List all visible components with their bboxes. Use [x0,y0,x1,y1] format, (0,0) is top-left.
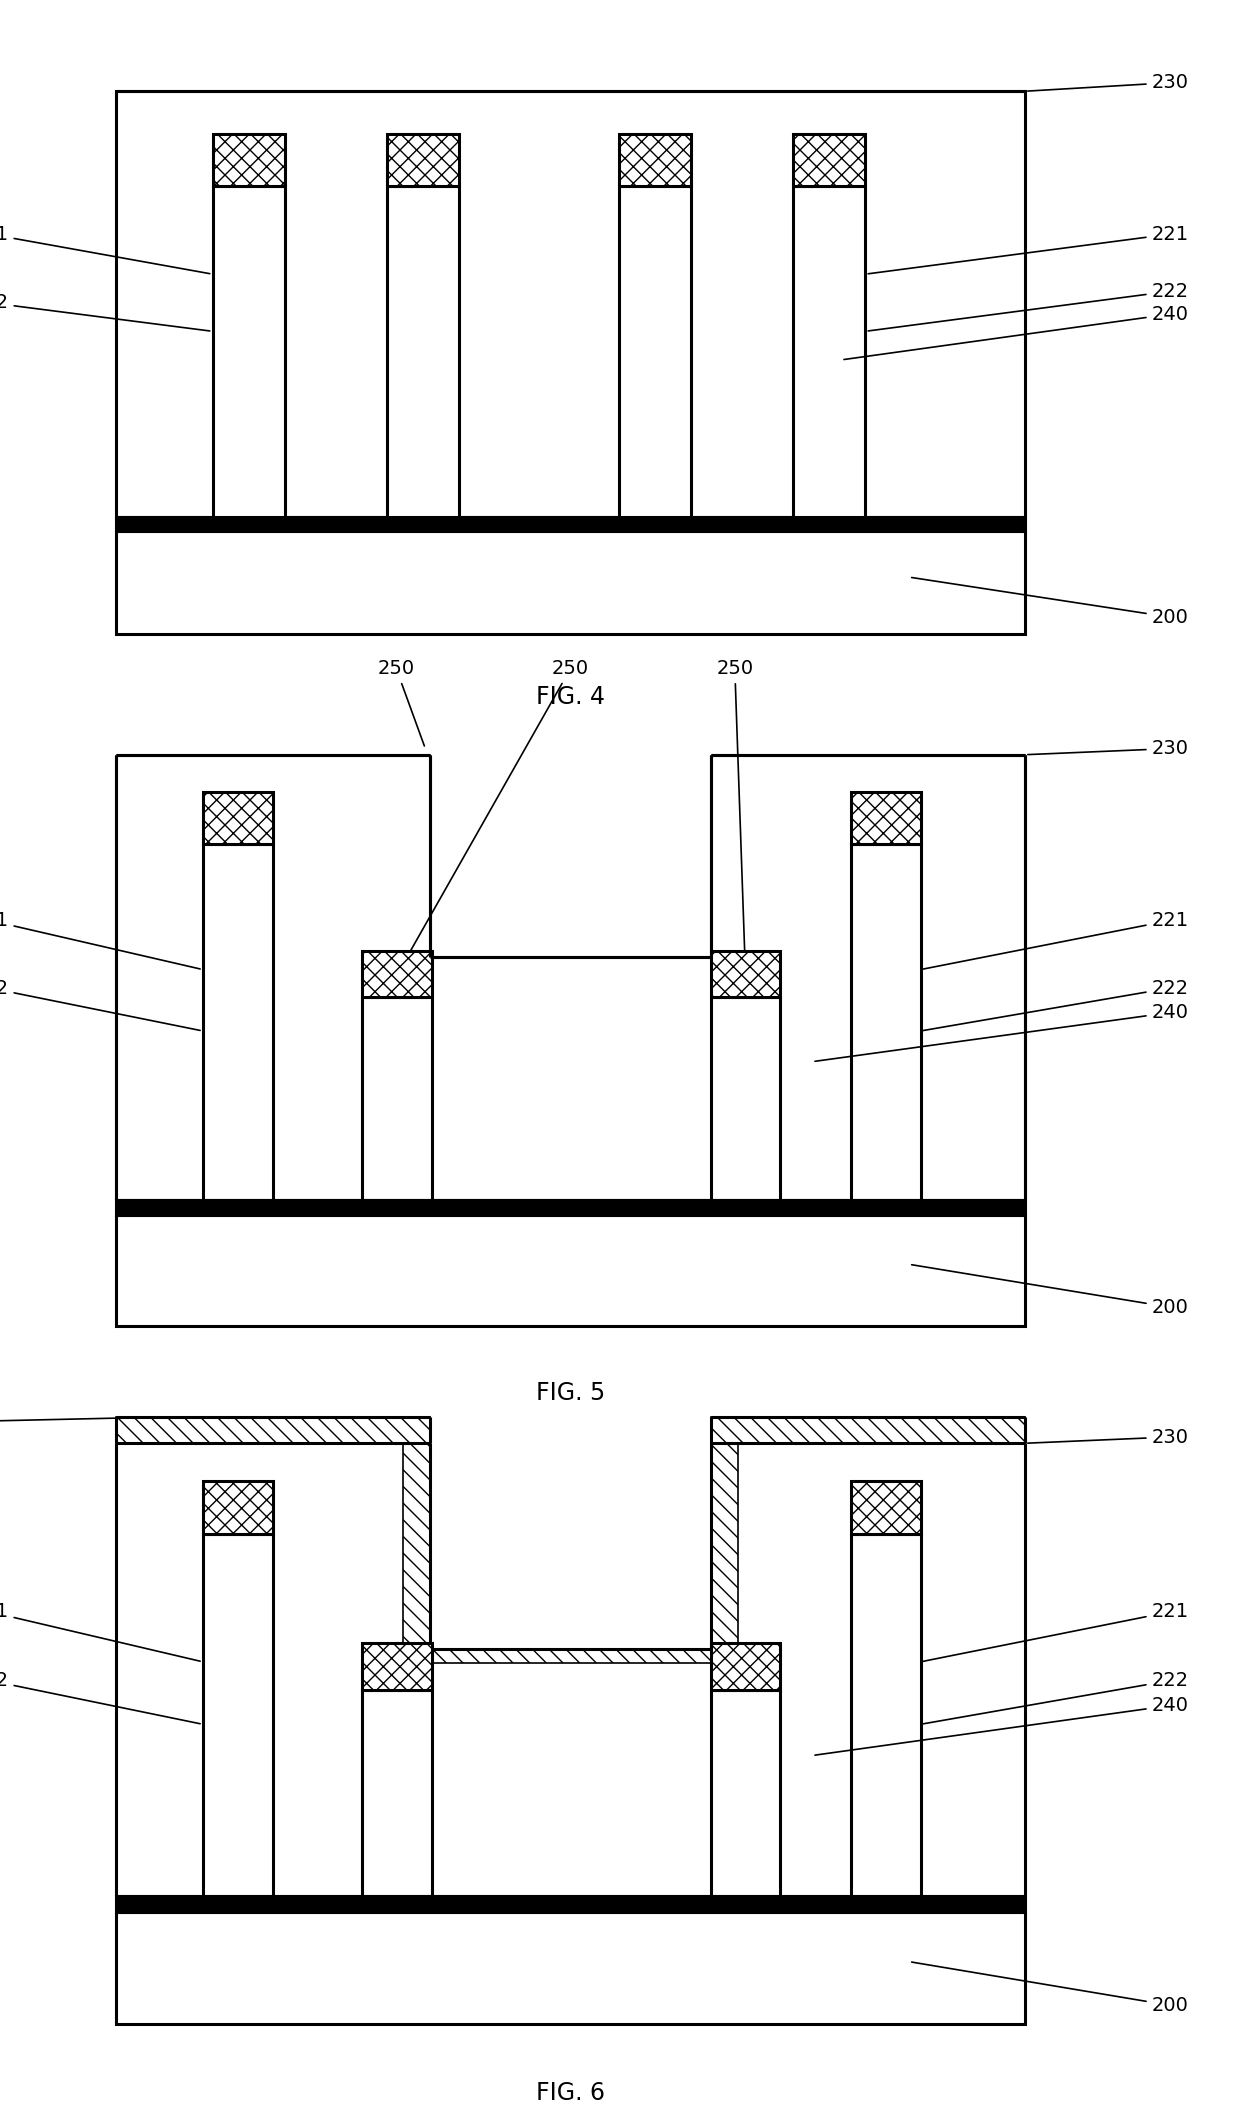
Bar [711,1416,1025,1444]
Bar [362,1643,432,1689]
Text: 240: 240 [844,305,1189,360]
Bar [711,1444,738,1649]
Text: 240: 240 [815,1696,1189,1755]
Text: 222: 222 [0,978,200,1031]
Text: 230: 230 [1028,74,1189,93]
Bar [115,756,430,1200]
Bar [619,133,692,186]
Text: 260: 260 [0,1412,161,1431]
Bar [711,756,1025,1200]
Text: 240: 240 [815,1003,1189,1061]
Bar [403,1444,430,1649]
Bar [203,1535,273,1897]
Text: 221: 221 [868,224,1189,273]
Bar [387,186,459,517]
Bar [115,1200,1025,1215]
Text: 230: 230 [1028,1427,1189,1446]
Bar [362,1689,432,1897]
Bar [115,1912,1025,2024]
Text: FIG. 6: FIG. 6 [536,2081,605,2104]
Bar [792,186,866,517]
Bar [212,133,285,186]
Bar [203,792,273,845]
Bar [430,1649,711,1897]
Bar [115,1215,1025,1325]
Bar [387,133,459,186]
Bar [115,1444,430,1897]
Bar [430,1649,711,1664]
Text: 222: 222 [0,294,210,330]
Bar [203,845,273,1200]
Bar [430,957,711,1200]
Text: 200: 200 [911,1962,1188,2015]
Text: FIG. 4: FIG. 4 [536,686,605,709]
Text: 221: 221 [924,910,1189,970]
Text: 221: 221 [0,910,200,970]
Bar [711,1689,780,1897]
Bar [851,1535,920,1897]
Bar [115,531,1025,635]
Bar [203,1480,273,1535]
Text: 222: 222 [0,1670,200,1723]
Text: 200: 200 [911,1264,1188,1317]
Bar [711,997,780,1200]
Bar [619,186,692,517]
Bar [851,845,920,1200]
Bar [711,1643,780,1689]
Text: 221: 221 [924,1603,1189,1662]
Text: FIG. 5: FIG. 5 [536,1380,605,1406]
Bar [212,186,285,517]
Bar [115,1416,430,1444]
Text: 200: 200 [911,578,1188,627]
Text: 230: 230 [1028,739,1189,758]
Text: 221: 221 [0,224,210,273]
Bar [851,1480,920,1535]
Bar [851,792,920,845]
Text: 222: 222 [924,978,1189,1031]
Text: 222: 222 [924,1670,1189,1723]
Text: 250: 250 [717,658,754,972]
Text: 221: 221 [0,1603,200,1662]
Bar [115,517,1025,531]
Bar [711,951,780,997]
Bar [115,91,1025,517]
Bar [362,951,432,997]
Text: 222: 222 [868,282,1189,330]
Text: 250: 250 [398,658,589,972]
Bar [362,997,432,1200]
Text: 250: 250 [378,658,424,745]
Bar [792,133,866,186]
Bar [711,1444,1025,1897]
Bar [115,1897,1025,1912]
